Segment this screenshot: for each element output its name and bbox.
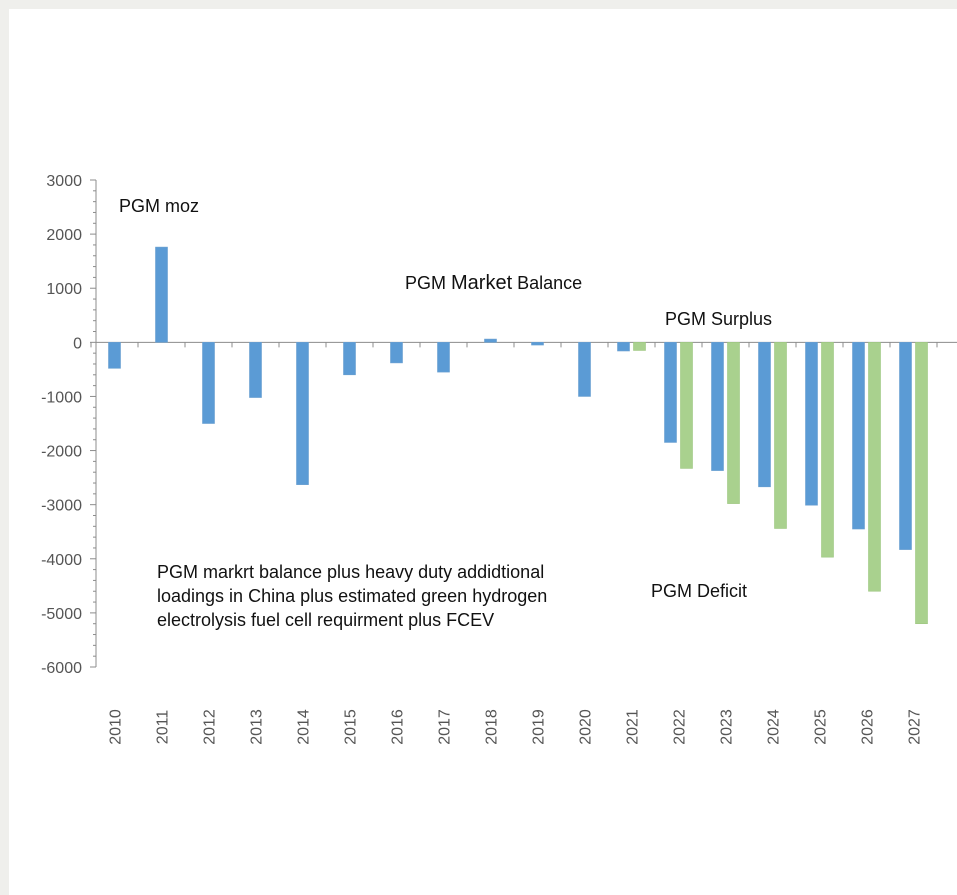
bar-2015-series-1 [343, 342, 356, 376]
bar-2026-series-2 [868, 342, 881, 592]
note-line-2: loadings in China plus estimated green h… [157, 586, 547, 606]
y-tick-label: 0 [73, 335, 82, 352]
bar-2017-series-1 [437, 342, 450, 373]
bar-2013-series-1 [249, 342, 262, 398]
x-tick-label: 2015 [343, 709, 360, 745]
bar-2012-series-1 [202, 342, 215, 424]
pgm-market-balance-chart: 3000 2000 1000 0 -1000 -2000 -3000 -4000 -5000 -6… [41, 173, 957, 745]
x-tick-label: 2013 [249, 709, 266, 745]
chart-title-suffix: Balance [512, 273, 582, 293]
bar-2026-series-1 [852, 342, 865, 530]
bar-2027-series-2 [915, 342, 928, 625]
x-tick-label: 2018 [484, 709, 501, 745]
x-tick-label: 2026 [860, 709, 877, 745]
deficit-label: PGM Deficit [651, 581, 747, 601]
y-tick-label: -2000 [41, 444, 82, 461]
bar-2022-series-2 [680, 342, 693, 469]
x-tick-label: 2022 [672, 709, 689, 745]
tick-labels: 3000 2000 1000 0 -1000 -2000 -3000 -4000 -5000 -6… [41, 173, 923, 745]
chart-title-prefix: PGM [405, 273, 451, 293]
x-tick-label: 2025 [813, 709, 830, 745]
bar-2010-series-1 [108, 342, 121, 369]
bar-2018-series-1 [484, 338, 497, 343]
x-tick-label: 2017 [437, 709, 454, 745]
x-tick-label: 2024 [766, 709, 783, 745]
y-tick-label: -4000 [41, 552, 82, 569]
y-tick-label: 2000 [46, 227, 82, 244]
y-tick-label: 1000 [46, 281, 82, 298]
bar-2014-series-1 [296, 342, 309, 485]
chart-card: 3000 2000 1000 0 -1000 -2000 -3000 -4000 -5000 -6… [9, 9, 957, 895]
chart-title: PGM Market Balance [405, 272, 582, 294]
unit-label: PGM moz [119, 196, 199, 216]
surplus-label: PGM Surplus [665, 309, 772, 329]
bar-2021-series-2 [633, 342, 646, 351]
bar-2024-series-1 [758, 342, 771, 488]
y-tick-label: 3000 [46, 173, 82, 190]
x-tick-label: 2019 [531, 709, 548, 745]
x-tick-label: 2023 [719, 709, 736, 745]
bar-2023-series-1 [711, 342, 724, 471]
bar-2025-series-2 [821, 342, 834, 558]
note-line-3: electrolysis fuel cell requirment plus F… [157, 610, 494, 630]
bar-2021-series-1 [617, 342, 630, 352]
x-tick-label: 2021 [625, 709, 642, 745]
bar-2024-series-2 [774, 342, 787, 529]
y-tick-label: -5000 [41, 606, 82, 623]
bar-2023-series-2 [727, 342, 740, 504]
bar-2016-series-1 [390, 342, 403, 364]
bar-2011-series-1 [155, 246, 168, 343]
y-tick-label: -3000 [41, 498, 82, 515]
bar-2027-series-1 [899, 342, 912, 550]
y-tick-label: -1000 [41, 389, 82, 406]
x-tick-label: 2020 [578, 709, 595, 745]
bar-2022-series-1 [664, 342, 677, 443]
bar-2020-series-1 [578, 342, 591, 397]
x-tick-label: 2016 [390, 709, 407, 745]
x-tick-label: 2027 [907, 709, 924, 745]
y-tick-label: -6000 [41, 660, 82, 677]
x-tick-label: 2010 [108, 709, 125, 745]
x-tick-label: 2011 [155, 710, 172, 745]
note-line-1: PGM markrt balance plus heavy duty addid… [157, 562, 544, 582]
chart-title-emph: Market [451, 272, 513, 294]
x-tick-label: 2014 [296, 709, 313, 745]
bar-2025-series-1 [805, 342, 818, 506]
x-tick-label: 2012 [202, 709, 219, 745]
bar-2019-series-1 [531, 342, 544, 346]
bars [108, 246, 928, 625]
